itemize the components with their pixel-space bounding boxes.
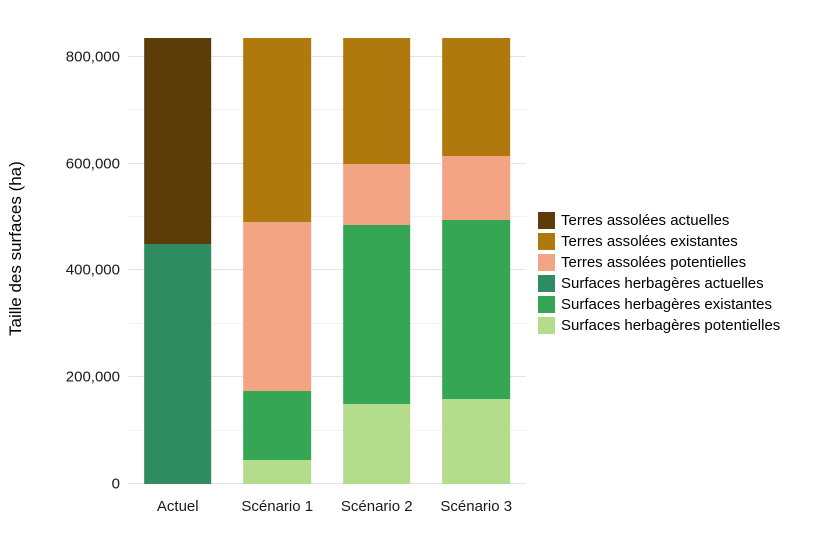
bar-slot: [327, 14, 427, 484]
y-tick-label: 800,000: [65, 48, 120, 66]
bars-container: [128, 14, 526, 484]
bar-segment: [143, 243, 212, 484]
major-gridline: [128, 162, 526, 164]
major-gridline: [128, 483, 526, 484]
legend-swatch: [538, 233, 555, 250]
plot-panel: [128, 14, 526, 484]
bar-segment: [442, 155, 511, 220]
legend-swatch: [538, 317, 555, 334]
legend-label: Surfaces herbagères actuelles: [561, 275, 764, 292]
minor-gridline: [128, 215, 526, 217]
legend-label: Surfaces herbagères existantes: [561, 296, 772, 313]
x-axis-label: Scénario 3: [440, 498, 513, 515]
major-gridline: [128, 55, 526, 57]
bar-segment: [143, 38, 212, 244]
y-axis-title: Taille des surfaces (ha): [6, 161, 25, 337]
y-tick-label: 400,000: [65, 261, 120, 279]
minor-gridline: [128, 322, 526, 324]
legend-item: Terres assolées actuelles: [538, 212, 780, 229]
bar-segment: [442, 219, 511, 399]
legend-item: Terres assolées existantes: [538, 233, 780, 250]
bar-segment: [243, 222, 312, 391]
bar-slot: [427, 14, 527, 484]
x-axis-labels: Actuel Scénario 1 Scénario 2 Scénario 3: [128, 498, 526, 515]
stacked-bar-1: [143, 14, 212, 484]
legend-item: Terres assolées potentielles: [538, 254, 780, 271]
bar-segment: [342, 163, 411, 225]
y-tick-label: 600,000: [65, 155, 120, 173]
x-axis-label: Scénario 1: [241, 498, 314, 515]
x-axis-label: Scénario 2: [340, 498, 413, 515]
legend-swatch: [538, 296, 555, 313]
bar-segment: [442, 398, 511, 484]
legend-item: Surfaces herbagères actuelles: [538, 275, 780, 292]
stacked-bar-2: [243, 14, 312, 484]
gridlines: [128, 14, 526, 484]
bar-segment: [342, 224, 411, 404]
bar-segment: [243, 459, 312, 484]
x-axis-label: Actuel: [156, 498, 199, 515]
legend: Terres assolées actuelles Terres assolées…: [538, 212, 780, 334]
bar-slot: [228, 14, 328, 484]
legend-item: Surfaces herbagères potentielles: [538, 317, 780, 334]
major-gridline: [128, 269, 526, 271]
bar-segment: [342, 403, 411, 484]
legend-item: Surfaces herbagères existantes: [538, 296, 780, 313]
legend-label: Terres assolées actuelles: [561, 212, 730, 229]
y-axis-tick-labels: 0 200,000 400,000 600,000 800,000: [30, 14, 120, 492]
bar-segment: [243, 38, 312, 223]
legend-label: Terres assolées existantes: [561, 233, 738, 250]
legend-swatch: [538, 275, 555, 292]
stacked-bar-3: [342, 14, 411, 484]
minor-gridline: [128, 109, 526, 111]
minor-gridline: [128, 429, 526, 431]
legend-label: Surfaces herbagères potentielles: [561, 317, 781, 334]
legend-swatch: [538, 212, 555, 229]
bar-segment: [442, 38, 511, 156]
bar-slot: [128, 14, 228, 484]
stacked-bar-4: [442, 14, 511, 484]
y-tick-label: 200,000: [65, 368, 120, 386]
legend-label: Terres assolées potentielles: [561, 254, 747, 271]
major-gridline: [128, 376, 526, 378]
legend-swatch: [538, 254, 555, 271]
bar-segment: [342, 38, 411, 164]
y-tick-label: 0: [111, 475, 120, 493]
bar-segment: [243, 390, 312, 460]
